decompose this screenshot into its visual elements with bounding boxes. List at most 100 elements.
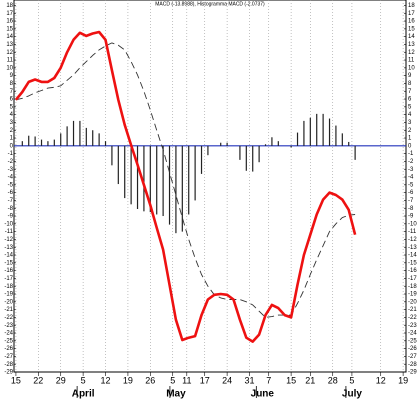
y-tick-label: -19 (4, 292, 13, 298)
y-tick-label-right: 1 (408, 136, 412, 142)
y-tick-label: -8 (8, 206, 14, 212)
y-tick-label: -10 (4, 221, 13, 227)
y-tick-label: -28 (4, 362, 13, 368)
x-tick-label: 19 (123, 375, 133, 385)
x-tick-label: 5 (349, 375, 354, 385)
y-tick-label: -17 (4, 276, 13, 282)
y-tick-label: 2 (10, 128, 14, 134)
y-tick-label: 15 (6, 26, 13, 32)
y-tick-label: -9 (8, 214, 14, 220)
month-label: July (342, 389, 362, 400)
y-tick-label-right: -21 (408, 307, 417, 313)
y-tick-label: 1 (10, 136, 14, 142)
y-tick-label-right: 5 (408, 104, 412, 110)
x-tick-label: 12 (376, 375, 386, 385)
y-tick-label: -16 (4, 268, 13, 274)
y-tick-label: 13 (6, 42, 13, 48)
y-tick-label: -20 (4, 299, 13, 305)
y-tick-label-right: 9 (408, 73, 412, 79)
y-tick-label: 8 (10, 81, 14, 87)
y-tick-label: 0 (10, 143, 14, 149)
y-tick-label-right: 15 (408, 26, 415, 32)
y-tick-label: 4 (10, 112, 14, 118)
y-tick-label: -7 (8, 198, 14, 204)
signal-line (15, 42, 356, 318)
x-tick-label: 26 (145, 375, 155, 385)
y-tick-label-right: 16 (408, 19, 415, 25)
y-tick-label: -3 (8, 167, 14, 173)
y-tick-label-right: 0 (408, 143, 412, 149)
y-tick-label-right: -10 (408, 221, 417, 227)
y-tick-label: 5 (10, 104, 14, 110)
y-tick-label-right: -15 (408, 260, 417, 266)
x-tick-label: 29 (56, 375, 66, 385)
y-tick-label: -13 (4, 245, 13, 251)
y-tick-label-right: 2 (408, 128, 412, 134)
x-tick-label: 28 (328, 375, 338, 385)
y-tick-label-right: -6 (408, 190, 414, 196)
y-tick-label-right: 4 (408, 112, 412, 118)
y-tick-label: -11 (5, 229, 14, 235)
y-tick-label-right: -23 (408, 323, 417, 329)
y-tick-label: -14 (4, 253, 13, 259)
y-tick-label-right: -24 (408, 331, 417, 337)
y-tick-label-right: 18 (408, 3, 415, 9)
x-tick-label: 15 (11, 375, 21, 385)
month-label: April (72, 389, 95, 400)
y-tick-label: -22 (4, 315, 13, 321)
y-tick-label: -5 (8, 182, 14, 188)
y-tick-label-right: -8 (408, 206, 414, 212)
y-tick-label-right: -25 (408, 338, 417, 344)
macd-line (14, 30, 357, 343)
month-label: May (166, 389, 186, 400)
y-tick-label: 16 (6, 19, 13, 25)
y-tick-label-right: -14 (408, 253, 417, 259)
y-tick-label-right: -19 (408, 292, 417, 298)
y-tick-label-right: -9 (408, 214, 414, 220)
y-tick-label-right: 14 (408, 34, 415, 40)
y-tick-label-right: 3 (408, 120, 412, 126)
x-tick-label: 24 (222, 375, 232, 385)
y-tick-label: -27 (4, 354, 13, 360)
y-tick-label-right: 13 (408, 42, 415, 48)
y-tick-label: 14 (6, 34, 13, 40)
x-tick-label: 7 (266, 375, 271, 385)
x-tick-label: 11 (182, 375, 191, 385)
y-tick-label: 6 (10, 97, 14, 103)
y-tick-label-right: -11 (408, 229, 417, 235)
y-tick-label: -2 (8, 159, 14, 165)
y-tick-label-right: -2 (408, 159, 414, 165)
y-tick-label: -12 (4, 237, 13, 243)
y-tick-label-right: 17 (408, 11, 415, 17)
y-tick-label: 11 (7, 58, 14, 64)
y-tick-label-right: -1 (408, 151, 414, 157)
x-tick-label: 5 (170, 375, 175, 385)
y-tick-label: -18 (4, 284, 13, 290)
y-tick-label: -23 (4, 323, 13, 329)
y-tick-label: 18 (6, 3, 13, 9)
y-tick-label: -25 (4, 338, 13, 344)
y-tick-label: 9 (10, 73, 14, 79)
y-tick-label-right: 8 (408, 81, 412, 87)
y-tick-label-right: -27 (408, 354, 417, 360)
y-tick-label-right: -29 (408, 370, 417, 376)
y-tick-label: -29 (4, 370, 13, 376)
x-tick-label: 15 (286, 375, 296, 385)
y-tick-label-right: -17 (408, 276, 417, 282)
y-tick-label-right: -12 (408, 237, 417, 243)
y-tick-label: -4 (8, 175, 14, 181)
y-tick-label: -6 (8, 190, 14, 196)
y-tick-label-right: -5 (408, 182, 414, 188)
y-tick-label-right: 10 (408, 65, 415, 71)
plot-frame (13, 0, 407, 373)
y-tick-label-right: -4 (408, 175, 414, 181)
y-tick-label: 17 (6, 11, 13, 17)
y-tick-label: 10 (6, 65, 13, 71)
chart-title: MACD (-13.8988), Histogramma MACD (-2.07… (155, 1, 265, 7)
y-tick-label: -21 (4, 307, 13, 313)
x-tick-label: 31 (245, 375, 255, 385)
y-tick-label-right: -26 (408, 346, 417, 352)
y-tick-label-right: 11 (408, 58, 415, 64)
